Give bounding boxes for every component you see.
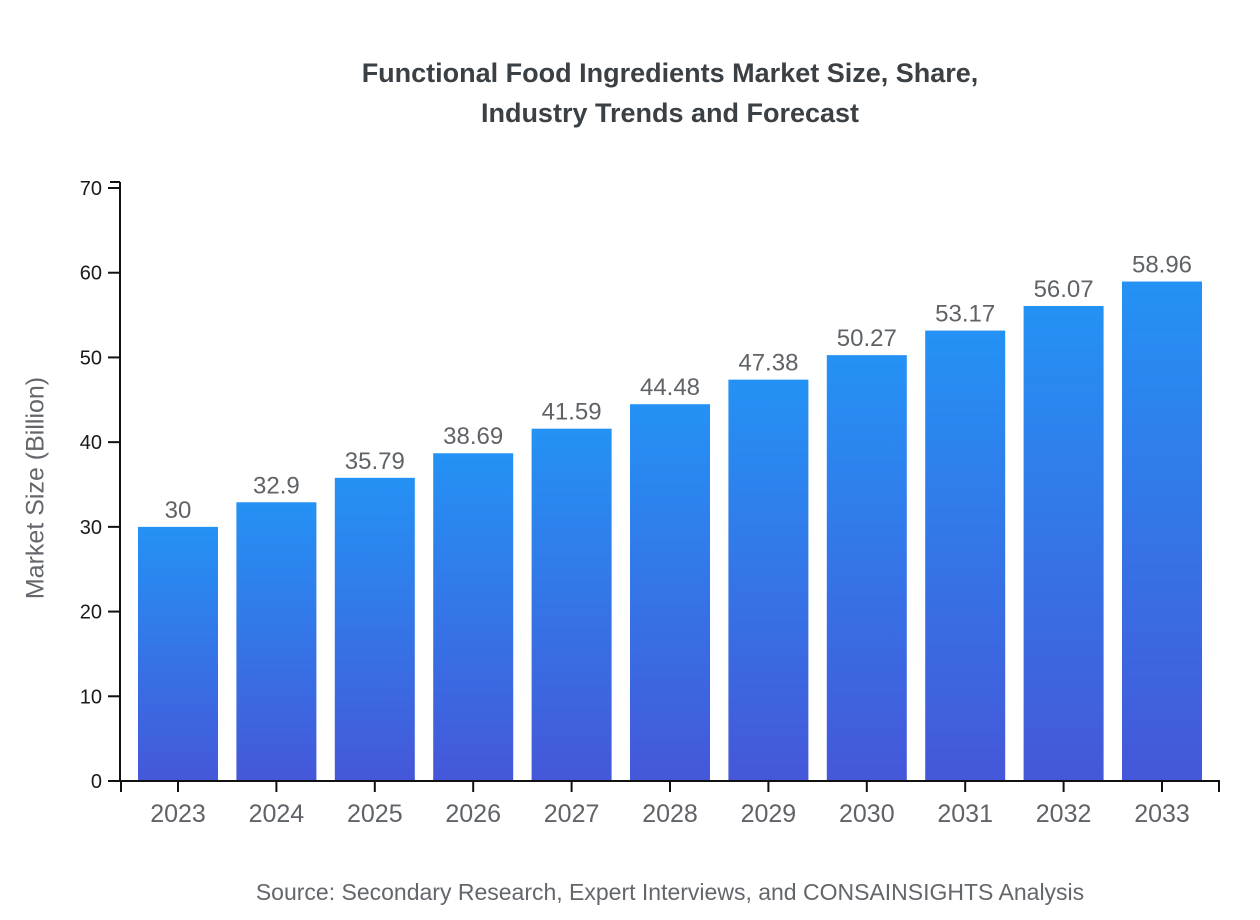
bar-2029: [728, 379, 809, 781]
bar-2033: [1122, 281, 1202, 781]
x-tick-label: 2027: [544, 800, 600, 828]
x-tick-label: 2023: [150, 800, 206, 828]
y-tick-label: 0: [91, 771, 102, 793]
bar-value-label: 41.59: [542, 399, 602, 426]
source-note: Source: Secondary Research, Expert Inter…: [255, 879, 1085, 905]
bar-value-label: 53.17: [935, 301, 995, 328]
x-tick-label: 2031: [937, 800, 993, 828]
y-tick-label: 30: [80, 517, 102, 539]
x-tick-label: 2024: [249, 800, 305, 828]
bar-2032: [1023, 306, 1104, 781]
bar-value-label: 30: [165, 497, 192, 524]
bar-2028: [630, 404, 710, 781]
y-tick-label: 60: [80, 263, 102, 285]
x-tick-label: 2025: [347, 800, 403, 828]
bar-value-label: 58.96: [1132, 252, 1192, 279]
bar-value-label: 38.69: [443, 423, 503, 450]
y-tick-label: 20: [80, 602, 102, 624]
bar-value-label: 35.79: [345, 448, 405, 475]
bar-value-label: 47.38: [738, 350, 798, 377]
y-tick-label: 40: [80, 432, 102, 454]
bar-2031: [925, 330, 1006, 781]
chart-title: Functional Food Ingredients Market Size,…: [80, 53, 1260, 133]
chart-title-line1: Functional Food Ingredients Market Size,…: [361, 58, 979, 88]
bar-2027: [531, 428, 612, 781]
chart-title-line2: Industry Trends and Forecast: [480, 98, 860, 128]
bar-value-label: 56.07: [1034, 276, 1094, 303]
bar-2030: [826, 355, 907, 781]
y-tick-label: 70: [80, 178, 102, 200]
y-tick-label: 10: [80, 686, 102, 708]
bar-2026: [433, 453, 514, 781]
x-tick-label: 2029: [741, 800, 797, 828]
x-tick-label: 2032: [1036, 800, 1092, 828]
bar-2025: [334, 477, 415, 781]
bar-value-label: 44.48: [640, 374, 700, 401]
y-tick-label: 50: [80, 347, 102, 369]
x-tick-label: 2028: [642, 800, 698, 828]
x-tick-label: 2026: [445, 800, 501, 828]
bar-value-label: 50.27: [837, 325, 897, 352]
bar-2024: [236, 502, 317, 781]
x-tick-label: 2033: [1134, 800, 1190, 828]
x-tick-label: 2030: [839, 800, 895, 828]
bar-value-label: 32.9: [253, 472, 300, 499]
bar-2023: [138, 526, 218, 781]
